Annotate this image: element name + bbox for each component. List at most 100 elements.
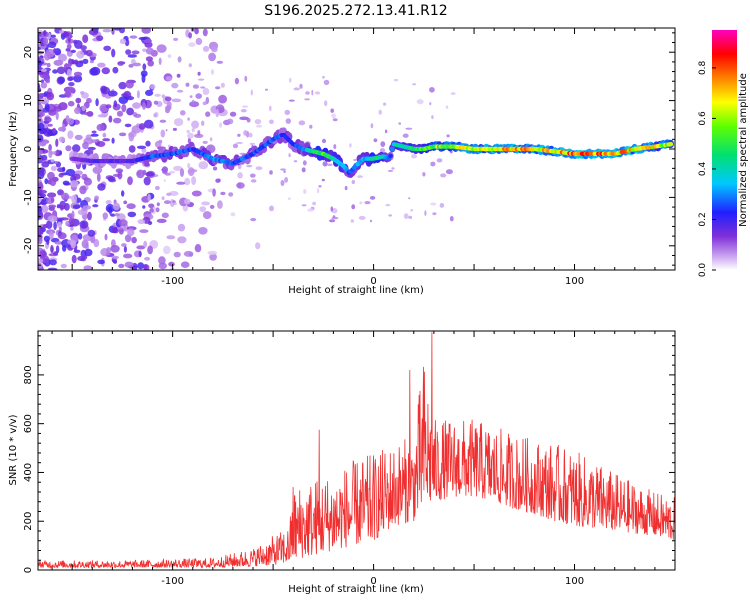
spectral-noise-blob	[107, 176, 116, 182]
spectral-noise-blob	[216, 60, 223, 64]
spectral-noise-blob	[59, 217, 69, 221]
spectral-noise-blob	[47, 215, 58, 222]
spectral-noise-blob	[241, 105, 249, 108]
spectral-noise-blob	[173, 165, 183, 171]
spectral-noise-blob	[96, 141, 106, 147]
spectral-noise-blob	[63, 182, 71, 186]
spectral-noise-blob	[218, 94, 228, 104]
spectral-noise-blob	[82, 111, 93, 116]
spectral-noise-blob	[38, 236, 43, 245]
spectral-noise-blob	[119, 38, 127, 44]
spectral-noise-blob	[46, 92, 55, 101]
spectral-noise-blob	[192, 84, 199, 89]
spectral-noise-blob	[68, 82, 75, 87]
spectral-noise-blob	[42, 37, 49, 46]
spectral-noise-blob	[215, 178, 221, 183]
spectral-noise-blob	[82, 141, 89, 150]
spectral-noise-blob	[132, 62, 141, 67]
spectral-noise-blob	[39, 97, 50, 105]
spectral-noise-blob	[48, 149, 53, 158]
spectral-noise-blob	[42, 224, 49, 229]
spectral-noise-blob	[112, 202, 121, 211]
spectral-noise-blob	[369, 219, 373, 223]
spectral-noise-blob	[430, 161, 436, 167]
spectral-noise-blob	[105, 203, 115, 213]
spectral-noise-blob	[72, 144, 81, 153]
spectral-noise-blob	[105, 104, 112, 109]
spectral-noise-blob	[183, 250, 194, 257]
spectral-noise-blob	[316, 188, 320, 194]
spectral-noise-blob	[127, 54, 137, 58]
spectral-noise-blob	[82, 58, 89, 65]
spectral-noise-blob	[246, 164, 253, 168]
spectral-noise-blob	[191, 190, 202, 197]
spectral-noise-blob	[391, 167, 395, 170]
spectral-noise-blob	[41, 161, 50, 168]
spectral-noise-blob	[158, 57, 162, 65]
spectral-noise-blob	[322, 75, 325, 79]
spectral-noise-blob	[70, 240, 77, 249]
spectrogram-y-tick-label: 0	[23, 146, 34, 152]
spectral-noise-blob	[102, 132, 107, 138]
ridge-core	[668, 142, 674, 147]
spectral-noise-blob	[66, 68, 72, 77]
spectral-noise-blob	[48, 144, 52, 152]
spectral-noise-blob	[408, 215, 413, 219]
spectral-noise-blob	[164, 200, 171, 205]
spectral-noise-blob	[269, 105, 272, 112]
snr-x-tick-label: 100	[565, 576, 584, 587]
spectrogram-marks	[38, 28, 674, 270]
spectral-noise-blob	[56, 221, 63, 229]
spectral-noise-blob	[176, 89, 184, 93]
spectral-noise-blob	[41, 68, 47, 72]
spectral-noise-blob	[314, 91, 321, 95]
spectral-noise-blob	[234, 77, 239, 85]
spectral-noise-blob	[202, 101, 207, 106]
spectral-noise-blob	[38, 134, 44, 143]
spectral-noise-blob	[284, 177, 289, 183]
spectral-noise-blob	[155, 185, 160, 191]
spectral-noise-blob	[38, 60, 42, 69]
spectral-noise-blob	[141, 73, 146, 83]
spectral-noise-blob	[385, 203, 391, 207]
spectral-noise-blob	[187, 117, 190, 121]
spectral-noise-blob	[302, 160, 307, 166]
spectral-noise-blob	[53, 48, 57, 53]
spectral-noise-blob	[39, 250, 46, 257]
spectral-noise-blob	[301, 167, 306, 173]
spectrogram-x-axis: -100 0 100	[37, 28, 676, 287]
spectral-noise-blob	[137, 262, 145, 270]
spectral-noise-blob	[211, 46, 218, 53]
spectral-noise-blob	[344, 185, 348, 191]
spectral-noise-blob	[143, 240, 148, 248]
spectral-noise-blob	[61, 166, 66, 172]
spectral-noise-blob	[74, 107, 81, 115]
spectral-noise-blob	[74, 134, 83, 141]
ridge-core	[388, 153, 393, 158]
spectral-noise-blob	[136, 245, 146, 250]
spectral-noise-blob	[121, 243, 127, 247]
spectral-noise-blob	[65, 145, 72, 152]
spectral-noise-blob	[69, 180, 79, 188]
spectral-noise-blob	[68, 217, 76, 226]
spectrogram-x-label: Height of straight line (km)	[288, 285, 424, 296]
spectral-noise-blob	[166, 235, 176, 240]
spectral-noise-blob	[436, 158, 443, 163]
spectral-noise-blob	[40, 111, 45, 117]
spectral-noise-blob	[66, 118, 75, 125]
spectral-noise-blob	[430, 202, 437, 206]
spectral-noise-blob	[48, 123, 53, 127]
spectral-noise-blob	[71, 254, 77, 264]
spectral-noise-blob	[378, 109, 383, 115]
spectral-noise-blob	[207, 250, 218, 255]
spectral-noise-blob	[96, 123, 105, 132]
spectral-noise-blob	[161, 212, 169, 219]
spectral-noise-blob	[176, 73, 181, 78]
snr-y-axis: 0 200 400 600 800	[23, 335, 675, 573]
spectral-noise-blob	[38, 148, 43, 156]
spectral-noise-blob	[167, 54, 172, 58]
spectral-noise-blob	[48, 204, 57, 209]
spectral-noise-blob	[73, 71, 83, 77]
spectral-noise-blob	[50, 244, 54, 254]
spectral-noise-blob	[403, 213, 409, 220]
